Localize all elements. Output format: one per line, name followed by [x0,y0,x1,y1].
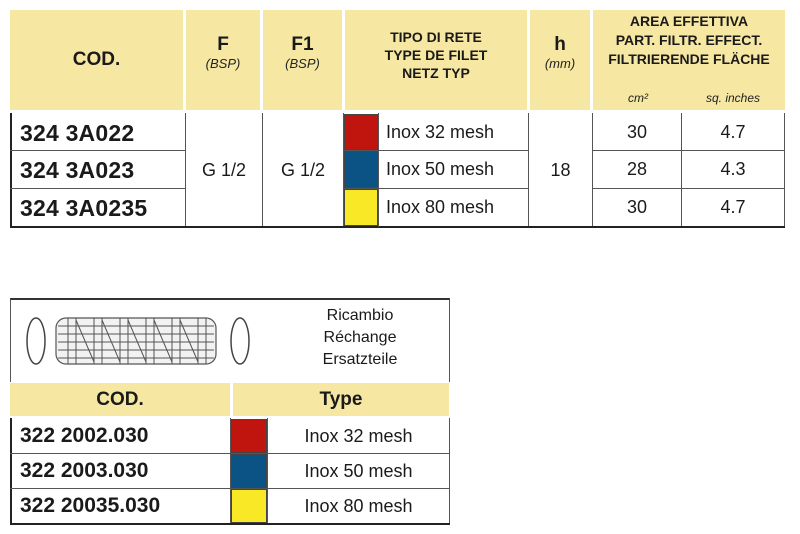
header-f1-unit: (BSP) [285,56,320,71]
header-cod: COD. [72,49,121,70]
spare-row-code: 322 2002.030 [20,424,149,447]
spare-row-mesh: Inox 80 mesh [304,495,413,516]
table-row-code: 324 3A023 [20,157,135,183]
f-value: G 1/2 [201,159,247,180]
header-f-unit: (BSP) [205,56,241,71]
header-f1-label: F1 [291,34,314,55]
table-row-sq: 4.3 [720,159,746,179]
spare-row-code: 322 2003.030 [20,459,149,482]
mesh-color-swatch-yellow [231,489,267,523]
table-row-cm2: 28 [626,159,648,179]
mesh-color-swatch-yellow [344,189,378,226]
header-f: F (BSP) [186,34,260,71]
header-h-label: h [554,34,566,55]
header-area: AREA EFFETTIVA PART. FILTR. EFFECT. FILT… [593,12,785,69]
table-row-code: 324 3A0235 [20,195,148,221]
header-tipo: TIPO DI RETE TYPE DE FILET NETZ TYP [345,28,527,82]
spare-row-mesh: Inox 32 mesh [304,425,413,446]
header-tipo-de: NETZ TYP [402,65,470,81]
table-row-code: 324 3A022 [20,120,135,146]
header-h: h (mm) [530,34,590,71]
header-tipo-it: TIPO DI RETE [390,29,482,45]
spare-row-code: 322 20035.030 [20,494,161,517]
table-row-mesh: Inox 32 mesh [386,122,495,142]
mesh-color-swatch-blue [344,151,378,188]
header-area-sq: sq. inches [705,91,761,105]
header-tipo-fr: TYPE DE FILET [384,47,488,63]
mesh-color-swatch-blue [231,454,267,488]
header-area-fr: PART. FILTR. EFFECT. [615,32,763,48]
spare-label-it: Ricambio [326,307,394,324]
filter-cartridge-illustration [26,317,250,365]
table-row-mesh: Inox 50 mesh [386,159,495,179]
header-area-it: AREA EFFETTIVA [629,13,749,29]
spare-row-mesh: Inox 50 mesh [304,460,413,481]
f1-value: G 1/2 [280,159,326,180]
header-area-de: FILTRIERENDE FLÄCHE [608,51,770,67]
spare-header-cod: COD. [10,383,230,416]
header-f1: F1 (BSP) [263,34,342,71]
spare-label: Ricambio Réchange Ersatzteile [300,305,420,371]
table-row-cm2: 30 [626,121,648,142]
table-row-sq: 4.7 [720,121,746,142]
mesh-color-swatch-red [231,419,267,453]
spare-label-de: Ersatzteile [322,351,398,368]
table-row-sq: 4.7 [720,197,746,217]
table-row-mesh: Inox 80 mesh [386,197,495,217]
table-row-cm2: 30 [626,197,648,217]
header-f-label: F [217,34,229,55]
header-area-cm: cm² [628,91,648,105]
header-h-unit: (mm) [544,56,576,71]
mesh-color-swatch-red [344,114,378,150]
spare-header-type: Type [233,383,449,416]
h-value: 18 [550,159,571,180]
spare-label-fr: Réchange [323,329,397,346]
